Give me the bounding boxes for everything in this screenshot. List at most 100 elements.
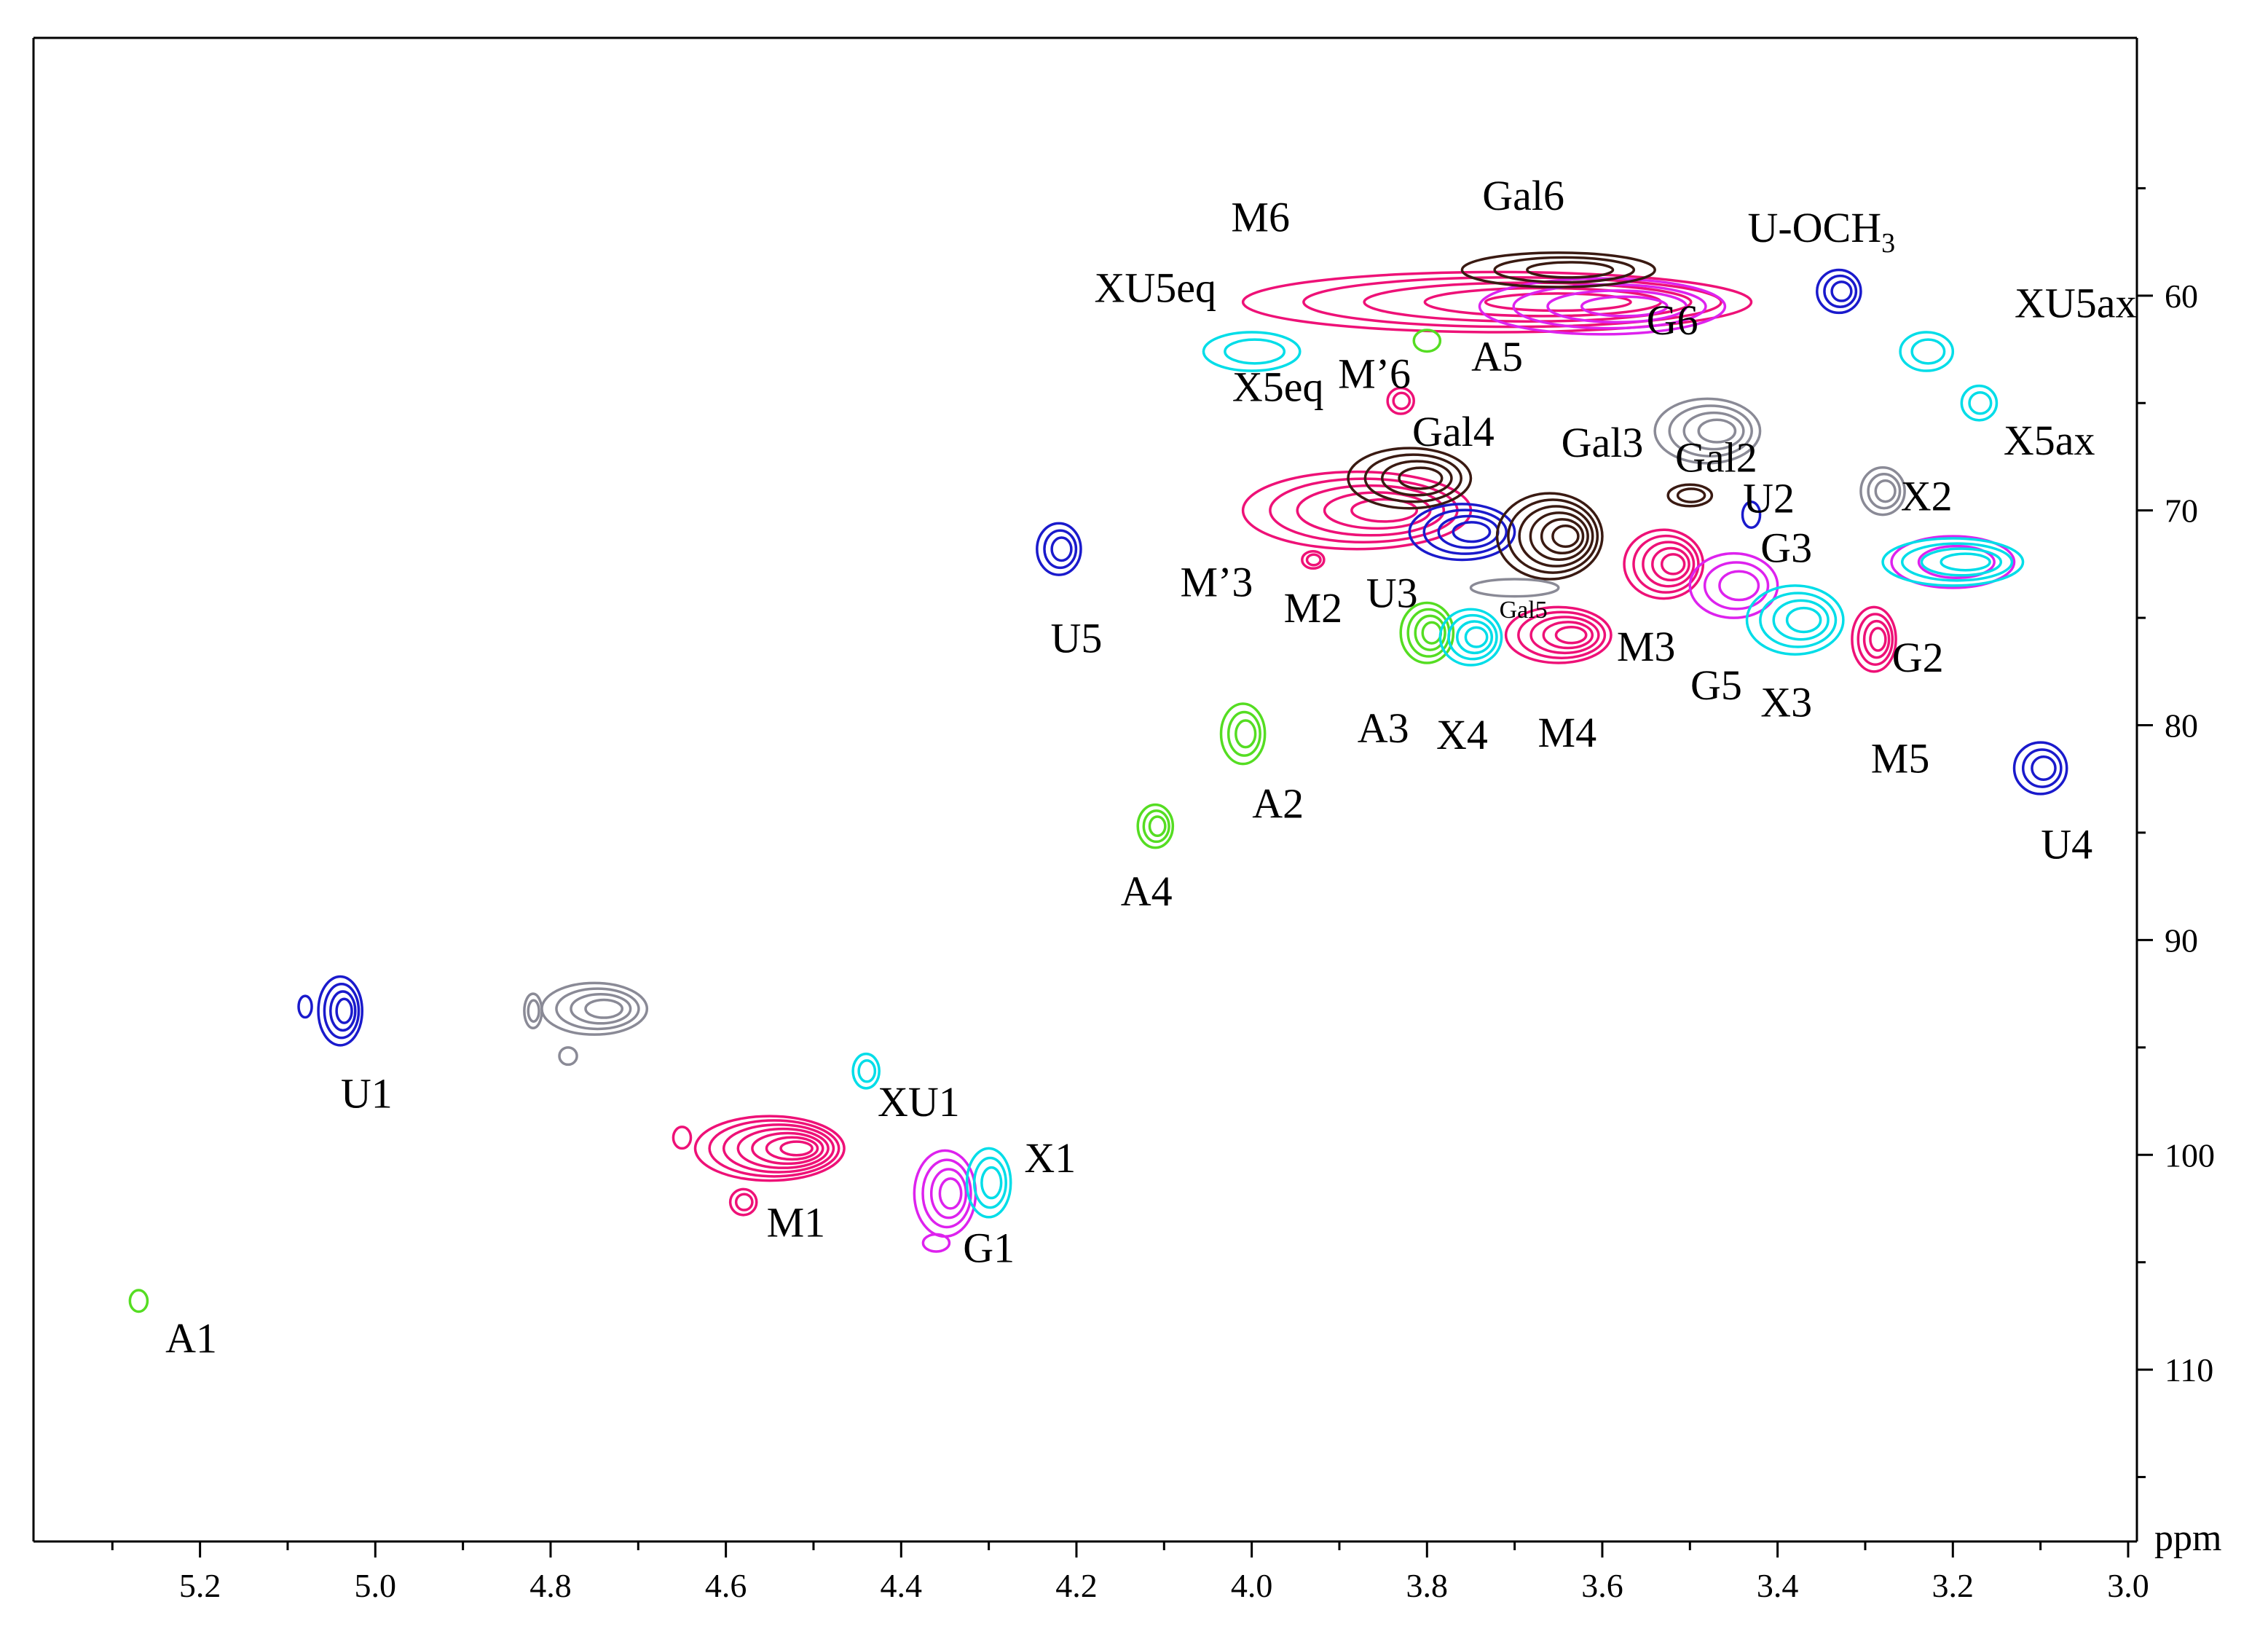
contour-level [1438, 608, 1503, 667]
peak-label: M1 [767, 1198, 826, 1246]
contour-level [1226, 710, 1261, 757]
peak-label: U1 [341, 1069, 393, 1117]
contour-level [921, 1233, 951, 1253]
peak-label: G5 [1690, 661, 1742, 709]
contour-peak [1460, 251, 1656, 288]
contour-level [1830, 280, 1853, 302]
contour-level [570, 993, 632, 1025]
contour-peak [1666, 483, 1714, 508]
peak-label: X5eq [1232, 363, 1324, 410]
x-tick-label: 5.0 [355, 1567, 397, 1604]
contour-level [2021, 748, 2063, 788]
contour-level [1554, 626, 1588, 645]
peak-label: A4 [1121, 868, 1173, 915]
peak-label: XU5eq [1095, 264, 1217, 312]
contour-level [1642, 541, 1696, 588]
contour-level [1350, 498, 1419, 523]
contour-level [1968, 390, 1993, 415]
peak-label: Gal6 [1482, 172, 1564, 219]
contour-level [1551, 525, 1580, 549]
contour-level [1718, 570, 1760, 602]
contour-level [734, 1193, 754, 1211]
peak-label: U2 [1743, 475, 1795, 522]
contour-peak [317, 975, 363, 1047]
contour-level [1869, 627, 1887, 652]
contour-level [1504, 605, 1613, 664]
contour-level [335, 997, 353, 1024]
contour-level [1148, 815, 1167, 837]
peak-label: M6 [1231, 193, 1290, 240]
contour-level [1856, 613, 1894, 666]
contour-level [938, 1177, 963, 1210]
contour-peak [1899, 331, 1955, 372]
contour-peak [1881, 537, 2025, 587]
y-tick-label: 60 [2165, 278, 2198, 315]
peak-label: Gal3 [1562, 419, 1644, 466]
contour-level [1540, 518, 1585, 555]
contour-level [1899, 331, 1955, 372]
contour-level [1301, 549, 1326, 570]
contour-peak [1438, 608, 1503, 667]
contour-level [523, 992, 543, 1030]
contour-level [1920, 547, 2003, 577]
x-tick-label: 4.6 [705, 1567, 747, 1604]
peak-label: X2 [1901, 473, 1953, 520]
contour-level [527, 999, 540, 1023]
peak-label: XU1 [878, 1078, 960, 1126]
contour-peak [1859, 466, 1906, 516]
contour-peak [1347, 447, 1473, 510]
contour-level [1460, 251, 1656, 288]
contour-level [972, 1156, 1007, 1209]
peak-label: M’6 [1338, 350, 1411, 398]
contour-level [1142, 809, 1170, 844]
contour-level [1688, 551, 1779, 619]
peak-label: Gal4 [1412, 408, 1495, 455]
contour-peak [1036, 522, 1082, 576]
contour-level [722, 1123, 835, 1174]
contour-peak [1495, 492, 1604, 581]
contour-level [1050, 536, 1073, 562]
contour-level [323, 983, 361, 1040]
contour-level [1455, 620, 1494, 655]
contour-peak [672, 1126, 693, 1150]
contour-level [1447, 613, 1498, 661]
peak-label: G3 [1760, 524, 1812, 571]
peak-label: XU5ax [2015, 279, 2137, 326]
contour-peak [1219, 702, 1267, 766]
contour-level [1517, 610, 1607, 659]
contour-peak [1478, 277, 1727, 336]
contour-level [1422, 508, 1508, 555]
contour-level [1546, 289, 1688, 323]
y-tick-label: 110 [2165, 1351, 2213, 1388]
contour-level [1859, 466, 1906, 516]
contour-level [779, 1140, 814, 1157]
contour-level [1862, 619, 1891, 659]
peak-label: G6 [1647, 296, 1698, 344]
peak-label: M5 [1871, 734, 1930, 782]
contour-level [1305, 553, 1322, 567]
peak-label: A2 [1252, 779, 1304, 827]
contour-peak [728, 1187, 758, 1217]
contour-peak [1960, 384, 1999, 422]
contour-peak [1412, 329, 1442, 353]
contour-level [1518, 505, 1594, 567]
contour-level [728, 1187, 758, 1217]
contour-level [1874, 479, 1897, 503]
contour-level [1224, 338, 1286, 365]
contour-level [751, 1131, 824, 1166]
contour-level [584, 998, 623, 1019]
contour-level [1202, 331, 1302, 372]
peak-label: Gal2 [1675, 434, 1757, 482]
contour-level [1036, 522, 1082, 576]
peak-label: A1 [165, 1315, 217, 1362]
contour-level [1529, 616, 1600, 655]
contour-level [929, 1168, 968, 1219]
contour-level [1529, 511, 1589, 561]
contour-peak [1202, 331, 1302, 372]
contour-level [1741, 500, 1762, 530]
contour-level [1386, 386, 1415, 415]
contour-peak [1504, 605, 1613, 664]
x-tick-label: 3.4 [1757, 1567, 1799, 1604]
axis-layer: ppm 5.2 5.0 4.8 4.6 4.4 4.2 4.0 3.8 3.6 3.4 3.2 3.0… [32, 36, 2221, 1604]
peak-label: X5ax [2004, 417, 2095, 464]
